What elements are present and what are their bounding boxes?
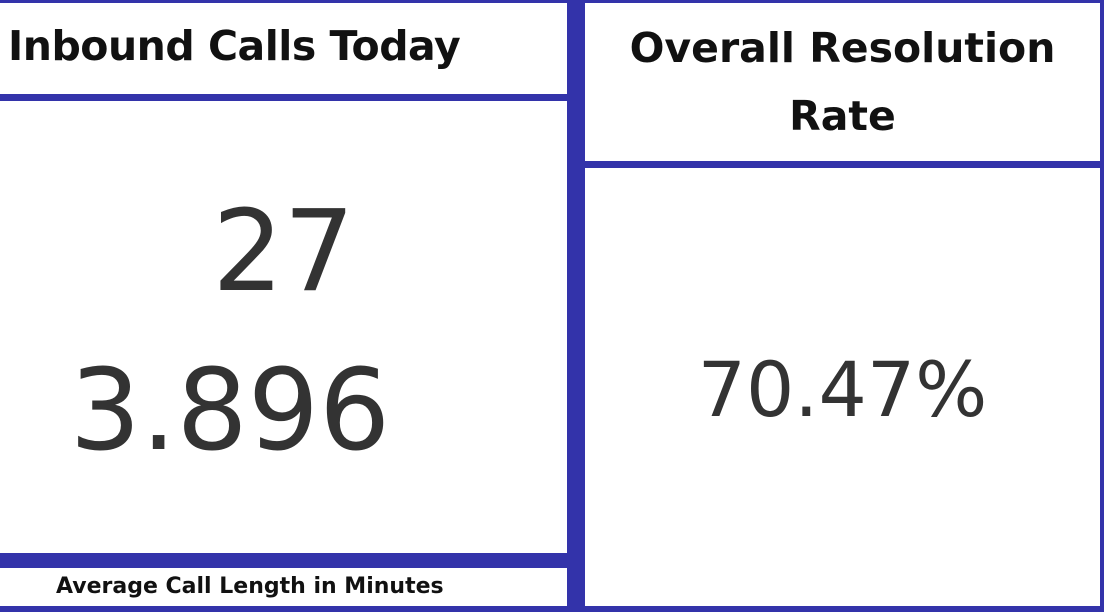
right-border <box>1100 0 1104 612</box>
bottom-border <box>0 606 1104 612</box>
left-caption-divider <box>0 553 567 568</box>
center-divider <box>567 0 585 612</box>
left-title-divider <box>0 94 567 101</box>
inbound-calls-title: Inbound Calls Today <box>8 22 461 70</box>
resolution-rate-title-line1: Overall Resolution <box>629 24 1056 72</box>
inbound-calls-value: 27 <box>212 187 355 317</box>
top-border <box>0 0 1104 3</box>
average-call-length-caption: Average Call Length in Minutes <box>56 574 444 599</box>
resolution-rate-value: 70.47% <box>697 345 988 434</box>
right-title-divider <box>585 161 1100 168</box>
average-call-length-value: 3.896 <box>69 346 391 476</box>
resolution-rate-title-line2: Rate <box>789 92 896 140</box>
